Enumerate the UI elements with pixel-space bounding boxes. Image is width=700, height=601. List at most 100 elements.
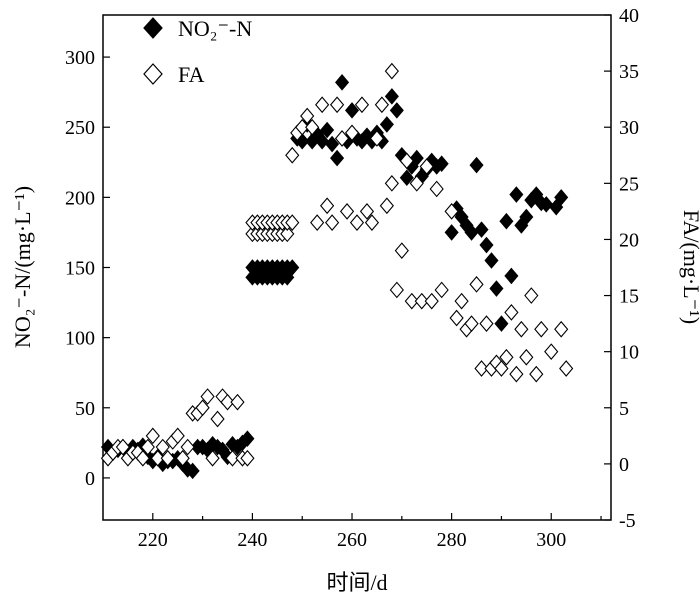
fa-point (344, 124, 360, 142)
no2-point (499, 212, 514, 230)
fa-point (389, 281, 404, 299)
fa-point (479, 315, 494, 332)
fa-point (310, 214, 325, 231)
right-axis-ticks: -5 0 5 10 15 20 25 30 35 40 (604, 5, 639, 532)
fa-point (409, 174, 424, 192)
no2-point (335, 74, 350, 91)
right-tick-label: -5 (619, 510, 636, 532)
fa-point (364, 214, 380, 231)
fa-point (200, 388, 215, 405)
fa-point (369, 130, 385, 147)
x-tick-label: 260 (337, 529, 367, 551)
no2-point (484, 252, 499, 269)
fa-point (514, 320, 529, 338)
right-tick-label: 40 (619, 5, 639, 27)
fa-point (220, 393, 235, 411)
left-tick-label: 50 (75, 398, 95, 420)
fa-point (469, 275, 484, 293)
x-tick-label: 300 (536, 529, 566, 551)
left-tick-label: 150 (65, 258, 95, 280)
fa-point (285, 146, 300, 164)
left-tick-label: 300 (65, 47, 95, 69)
fa-point (429, 180, 444, 198)
fa-point (534, 320, 549, 338)
x-tick-label: 280 (437, 529, 467, 551)
fa-point (175, 449, 190, 467)
fa-point (424, 292, 439, 310)
fa-point (414, 292, 429, 310)
no2-point (504, 267, 519, 285)
fa-point (325, 214, 340, 231)
left-tick-label: 200 (65, 187, 95, 209)
fa-point (404, 292, 419, 310)
fa-point (444, 203, 459, 220)
fa-point (464, 315, 479, 332)
no2-point (185, 462, 200, 480)
no2-point (469, 156, 484, 174)
fa-point (300, 107, 315, 125)
fa-point (474, 360, 489, 377)
fa-point (195, 399, 210, 417)
left-tick-label: 250 (65, 117, 95, 139)
right-tick-label: 5 (619, 398, 629, 420)
fa-point (140, 438, 155, 456)
fa-point (150, 449, 165, 467)
no2-point (240, 430, 255, 447)
no2-point (474, 221, 489, 238)
fa-point (170, 427, 185, 445)
no2-point (554, 189, 569, 206)
right-axis-title: FA/(mg·L⁻¹) (679, 210, 700, 324)
fa-point (494, 360, 509, 377)
right-tick-label: 20 (619, 229, 639, 251)
fa-point (374, 96, 389, 114)
no2-point (325, 135, 340, 153)
no2-point (434, 155, 449, 172)
fa-point (315, 96, 330, 114)
fa-point (285, 214, 300, 231)
no2-point (509, 186, 524, 203)
series-no2-n (100, 74, 569, 480)
no2-point (494, 315, 509, 332)
fa-point (379, 197, 394, 215)
fa-point (434, 281, 449, 299)
no2-point (489, 280, 504, 297)
no2-point (444, 224, 459, 241)
no2-point (539, 196, 554, 213)
fa-point (354, 96, 370, 114)
x-tick-label: 220 (138, 529, 168, 551)
legend: NO₂⁻-N FA (143, 16, 252, 87)
fa-point (135, 449, 150, 467)
fa-point (305, 118, 320, 136)
right-tick-label: 25 (619, 173, 639, 195)
no2-point (389, 102, 404, 119)
fa-point (280, 225, 295, 243)
fa-point (559, 360, 574, 377)
fa-point (449, 309, 464, 327)
legend-label-no2: NO₂⁻-N (178, 16, 252, 41)
no2-point (330, 149, 345, 167)
no2-point (479, 236, 494, 254)
fa-point (519, 348, 534, 366)
fa-point (349, 214, 365, 231)
fa-point (145, 427, 160, 445)
fa-point (504, 304, 519, 321)
fa-point (339, 203, 355, 220)
fa-point (384, 174, 399, 192)
left-axis-ticks: 0 50 100 150 200 250 300 (65, 47, 110, 490)
fa-point (334, 130, 350, 147)
fa-point (524, 287, 539, 304)
fa-point (240, 449, 255, 467)
fa-point (394, 242, 409, 260)
legend-label-fa: FA (178, 62, 205, 87)
fa-point (509, 365, 524, 383)
series-fa (100, 62, 574, 467)
x-tick-label: 240 (237, 529, 267, 551)
no2-point (379, 116, 394, 133)
right-tick-label: 35 (619, 61, 639, 83)
fa-point (115, 438, 131, 456)
left-tick-label: 0 (85, 468, 95, 490)
fa-point (384, 62, 399, 80)
x-axis-title: 时间/d (326, 570, 387, 595)
fa-point (210, 410, 225, 428)
